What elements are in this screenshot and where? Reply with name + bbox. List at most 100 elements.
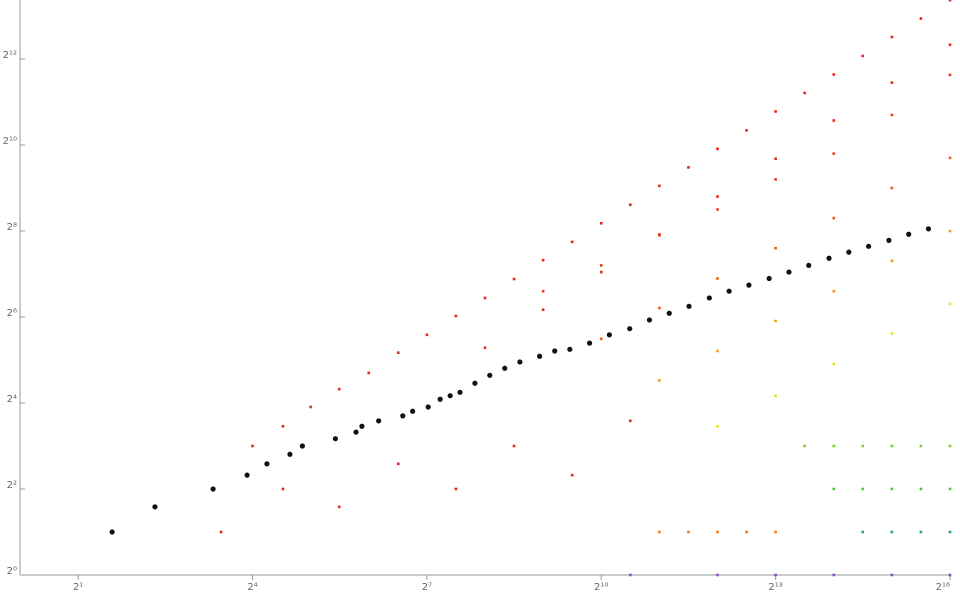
point <box>599 264 603 267</box>
point <box>745 129 748 132</box>
point <box>244 472 250 478</box>
point <box>281 487 285 491</box>
point <box>658 233 661 237</box>
point <box>948 302 952 306</box>
point <box>832 573 836 577</box>
point <box>686 303 692 309</box>
point <box>861 54 865 58</box>
point <box>376 418 382 424</box>
y-tick-label: 2⁰ <box>7 566 17 577</box>
point <box>832 362 836 366</box>
point <box>948 0 952 2</box>
point <box>846 249 852 255</box>
point <box>786 269 792 275</box>
point <box>599 337 603 341</box>
point <box>774 157 777 161</box>
point <box>890 530 894 534</box>
point <box>746 282 752 288</box>
point <box>890 487 894 491</box>
point <box>832 73 836 76</box>
point <box>457 389 463 395</box>
point <box>537 353 543 359</box>
point <box>599 270 603 274</box>
point <box>716 424 719 428</box>
point <box>646 317 653 323</box>
point <box>687 530 690 534</box>
point <box>925 226 932 232</box>
point <box>745 530 748 534</box>
point <box>886 237 892 243</box>
point <box>919 444 923 448</box>
point <box>353 429 359 435</box>
point <box>716 530 719 534</box>
point <box>832 487 836 491</box>
point <box>541 289 545 293</box>
point <box>948 530 952 534</box>
x-tick-label: 2⁴ <box>247 582 257 593</box>
point <box>396 351 400 354</box>
point <box>826 255 832 261</box>
point <box>541 258 545 262</box>
point <box>627 326 633 332</box>
x-tick-label: 2¹⁶ <box>936 582 950 593</box>
point <box>425 404 431 410</box>
point <box>774 178 777 181</box>
point <box>517 359 523 365</box>
point <box>832 289 836 293</box>
point <box>832 152 836 155</box>
point <box>803 444 806 448</box>
point <box>410 408 416 414</box>
point <box>359 423 365 429</box>
y-tick-label: 2⁴ <box>7 394 17 405</box>
point <box>454 314 458 318</box>
point <box>629 203 632 207</box>
point <box>774 394 777 397</box>
point <box>400 413 406 419</box>
point <box>629 573 632 577</box>
point <box>890 573 894 577</box>
point <box>832 444 836 448</box>
point <box>337 505 341 509</box>
y-tick-label: 2¹⁰ <box>3 136 17 147</box>
point <box>806 262 812 269</box>
point <box>948 156 952 160</box>
point <box>586 340 593 346</box>
point <box>512 277 516 281</box>
point <box>890 113 894 117</box>
point <box>948 73 952 77</box>
point <box>437 396 443 402</box>
point <box>251 444 254 448</box>
point <box>716 349 719 353</box>
point <box>716 147 719 151</box>
point <box>425 333 429 337</box>
point <box>706 295 712 301</box>
point <box>472 380 478 386</box>
point <box>890 259 894 263</box>
point <box>287 451 293 457</box>
point <box>109 529 115 535</box>
point <box>309 405 312 409</box>
point <box>299 443 305 449</box>
point <box>716 195 719 198</box>
point <box>687 166 690 169</box>
point <box>264 461 270 467</box>
point <box>541 308 545 311</box>
point <box>832 119 836 122</box>
point <box>890 186 894 190</box>
point <box>219 530 223 534</box>
point <box>483 346 487 350</box>
point <box>774 530 777 534</box>
point <box>512 444 516 448</box>
point <box>487 372 493 378</box>
point <box>890 444 894 448</box>
y-tick-label: 2⁸ <box>7 222 17 233</box>
point <box>502 365 508 371</box>
point <box>774 573 777 577</box>
point <box>552 348 558 354</box>
point <box>919 17 923 20</box>
point <box>606 332 612 338</box>
point <box>803 91 806 95</box>
point <box>866 243 872 249</box>
point <box>666 310 672 316</box>
point <box>726 288 732 294</box>
